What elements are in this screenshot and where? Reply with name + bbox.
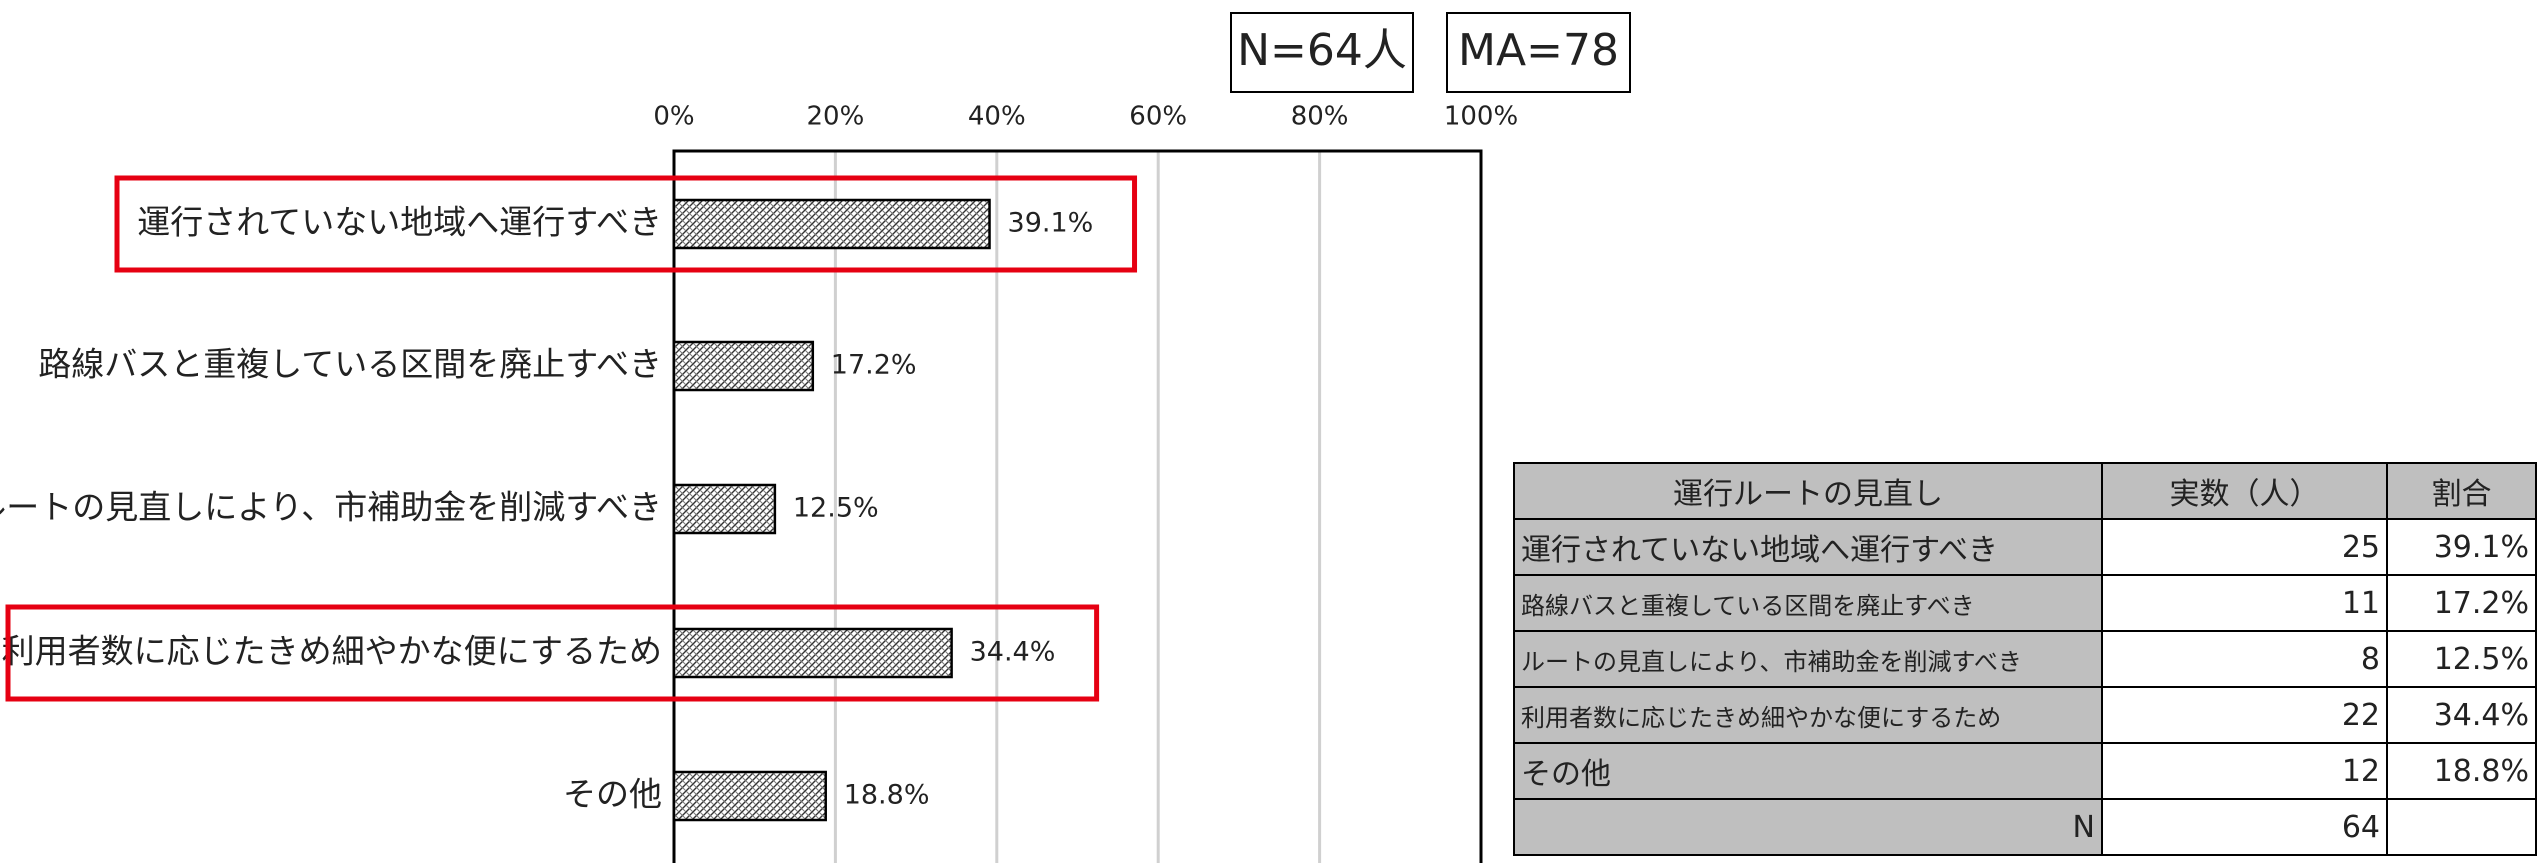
table-cell: その他 <box>1513 742 2103 800</box>
chart: 0% 20% 40% 60% 80% 100% 運行されていない地域へ運行すべき 39.1% 路… <box>0 12 1631 863</box>
highlight-box <box>5 604 1100 702</box>
table-cell: 利用者数に応じたきめ細やかな便にするため <box>1513 686 2103 744</box>
header-cell: 実数（人） <box>2101 462 2388 520</box>
table-cell: 8 <box>2101 630 2388 688</box>
table-row: その他 12 18.8% <box>1513 742 2537 800</box>
category-label: 路線バスと重複している区間を廃止すべき <box>38 345 662 384</box>
table-cell: 12.5% <box>2386 630 2537 688</box>
table-header-row: 運行ルートの見直し 実数（人） 割合 <box>1513 462 2537 520</box>
annotation: MA=78 <box>1458 25 1619 76</box>
table-cell: 17.2% <box>2386 574 2537 632</box>
value-label: 17.2% <box>831 350 917 381</box>
x-tick-label: 0% <box>653 102 694 132</box>
table-row: 路線バスと重複している区間を廃止すべき 11 17.2% <box>1513 574 2537 632</box>
table-cell: 25 <box>2101 518 2388 576</box>
x-tick-label: 100% <box>1444 102 1518 132</box>
table-row: N 64 <box>1513 798 2537 856</box>
table-cell: N <box>1513 798 2103 856</box>
category-label: その他 <box>563 775 662 814</box>
annotation-box <box>1230 12 1414 93</box>
bar <box>672 627 953 679</box>
x-tick-label: 20% <box>807 102 865 132</box>
table-cell: 路線バスと重複している区間を廃止すべき <box>1513 574 2103 632</box>
value-label: 18.8% <box>844 780 930 811</box>
table-cell <box>2386 798 2537 856</box>
table-row: 運行されていない地域へ運行すべき 25 39.1% <box>1513 518 2537 576</box>
x-tick-label: 40% <box>968 102 1026 132</box>
table-cell: 12 <box>2101 742 2388 800</box>
annotation-box <box>1446 12 1631 93</box>
table-cell: 18.8% <box>2386 742 2537 800</box>
value-label: 34.4% <box>970 637 1056 668</box>
data-table: 運行ルートの見直し 実数（人） 割合 運行されていない地域へ運行すべき 25 39.1% 路… <box>1513 462 2537 856</box>
value-label: 39.1% <box>1008 208 1094 239</box>
table-cell: 22 <box>2101 686 2388 744</box>
bar <box>672 340 815 392</box>
bar <box>672 770 827 822</box>
highlight-box <box>114 175 1138 273</box>
value-label: 12.5% <box>793 493 879 524</box>
header-cell: 運行ルートの見直し <box>1513 462 2103 520</box>
table-cell: 39.1% <box>2386 518 2537 576</box>
x-tick-label: 60% <box>1129 102 1187 132</box>
annotation: N=64人 <box>1237 25 1407 76</box>
x-tick-label: 80% <box>1291 102 1349 132</box>
header-cell: 割合 <box>2386 462 2537 520</box>
table-row: 利用者数に応じたきめ細やかな便にするため 22 34.4% <box>1513 686 2537 744</box>
bar <box>672 198 991 250</box>
category-label: ルートの見直しにより、市補助金を削減すべき <box>0 488 662 527</box>
category-label: 運行されていない地域へ運行すべき <box>137 203 662 242</box>
table-cell: 運行されていない地域へ運行すべき <box>1513 518 2103 576</box>
table-row: ルートの見直しにより、市補助金を削減すべき 8 12.5% <box>1513 630 2537 688</box>
category-label: 利用者数に応じたきめ細やかな便にするため <box>2 632 662 671</box>
table-cell: 64 <box>2101 798 2388 856</box>
table-cell: ルートの見直しにより、市補助金を削減すべき <box>1513 630 2103 688</box>
table-cell: 11 <box>2101 574 2388 632</box>
bar <box>672 483 777 535</box>
table-cell: 34.4% <box>2386 686 2537 744</box>
